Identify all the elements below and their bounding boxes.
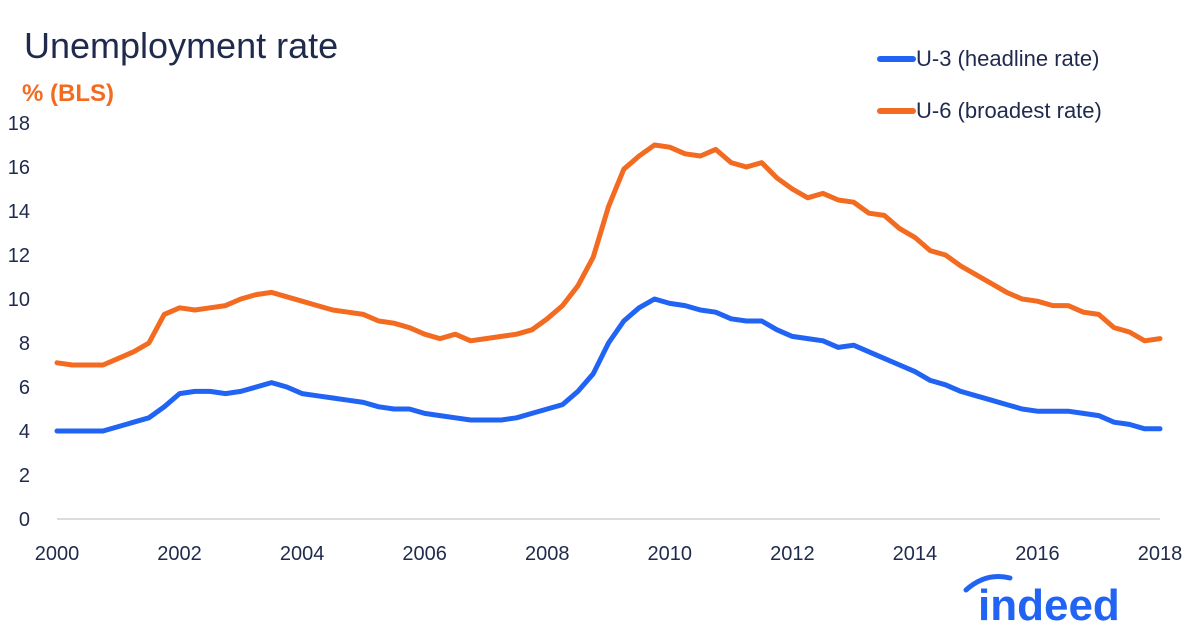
x-axis: 2000 2002 2004 2006 2008 2010 2012 2014 2016 2018 bbox=[35, 543, 1183, 565]
x-tick-label: 2012 bbox=[770, 543, 815, 565]
legend: U-3 (headline rate) U-6 (broadest rate) bbox=[877, 46, 1102, 123]
x-tick-label: 2000 bbox=[35, 543, 80, 565]
x-tick-label: 2018 bbox=[1138, 543, 1183, 565]
y-tick-label: 12 bbox=[8, 245, 30, 267]
x-tick-label: 2008 bbox=[525, 543, 570, 565]
legend-label-u3: U-3 (headline rate) bbox=[916, 46, 1099, 71]
y-tick-label: 18 bbox=[8, 113, 30, 135]
legend-item-u6: U-6 (broadest rate) bbox=[877, 98, 1102, 123]
indeed-logo: indeed bbox=[963, 574, 1120, 630]
y-tick-label: 14 bbox=[8, 201, 30, 223]
series-line-u6 bbox=[54, 142, 1163, 368]
y-tick-label: 10 bbox=[8, 289, 30, 311]
series-lines bbox=[54, 142, 1163, 434]
y-tick-label: 8 bbox=[19, 333, 30, 355]
x-tick-label: 2016 bbox=[1015, 543, 1060, 565]
y-tick-label: 6 bbox=[19, 377, 30, 399]
y-tick-label: 16 bbox=[8, 157, 30, 179]
y-tick-label: 2 bbox=[19, 465, 30, 487]
x-tick-label: 2006 bbox=[402, 543, 447, 565]
y-axis: 0 2 4 6 8 10 12 14 16 18 bbox=[8, 113, 30, 531]
legend-item-u3: U-3 (headline rate) bbox=[877, 46, 1099, 71]
x-tick-label: 2014 bbox=[893, 543, 938, 565]
y-axis-unit-label: % (BLS) bbox=[22, 80, 114, 107]
logo-text: indeed bbox=[978, 581, 1120, 630]
y-tick-label: 4 bbox=[19, 421, 30, 443]
y-tick-label: 0 bbox=[19, 509, 30, 531]
x-tick-label: 2004 bbox=[280, 543, 325, 565]
x-tick-label: 2010 bbox=[648, 543, 693, 565]
legend-label-u6: U-6 (broadest rate) bbox=[916, 98, 1102, 123]
logo-arc-icon bbox=[963, 574, 1013, 593]
chart-title: Unemployment rate bbox=[24, 25, 338, 66]
series-line-u3 bbox=[54, 296, 1163, 434]
x-tick-label: 2002 bbox=[157, 543, 202, 565]
